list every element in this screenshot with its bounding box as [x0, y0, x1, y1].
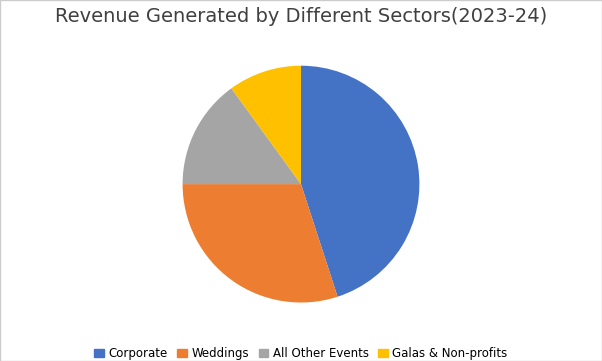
Wedge shape [182, 184, 338, 303]
Wedge shape [182, 88, 301, 184]
Wedge shape [301, 66, 420, 297]
Title: Revenue Generated by Different Sectors(2023-24): Revenue Generated by Different Sectors(2… [55, 7, 547, 26]
Legend: Corporate, Weddings, All Other Events, Galas & Non-profits: Corporate, Weddings, All Other Events, G… [90, 342, 512, 361]
Wedge shape [231, 66, 301, 184]
